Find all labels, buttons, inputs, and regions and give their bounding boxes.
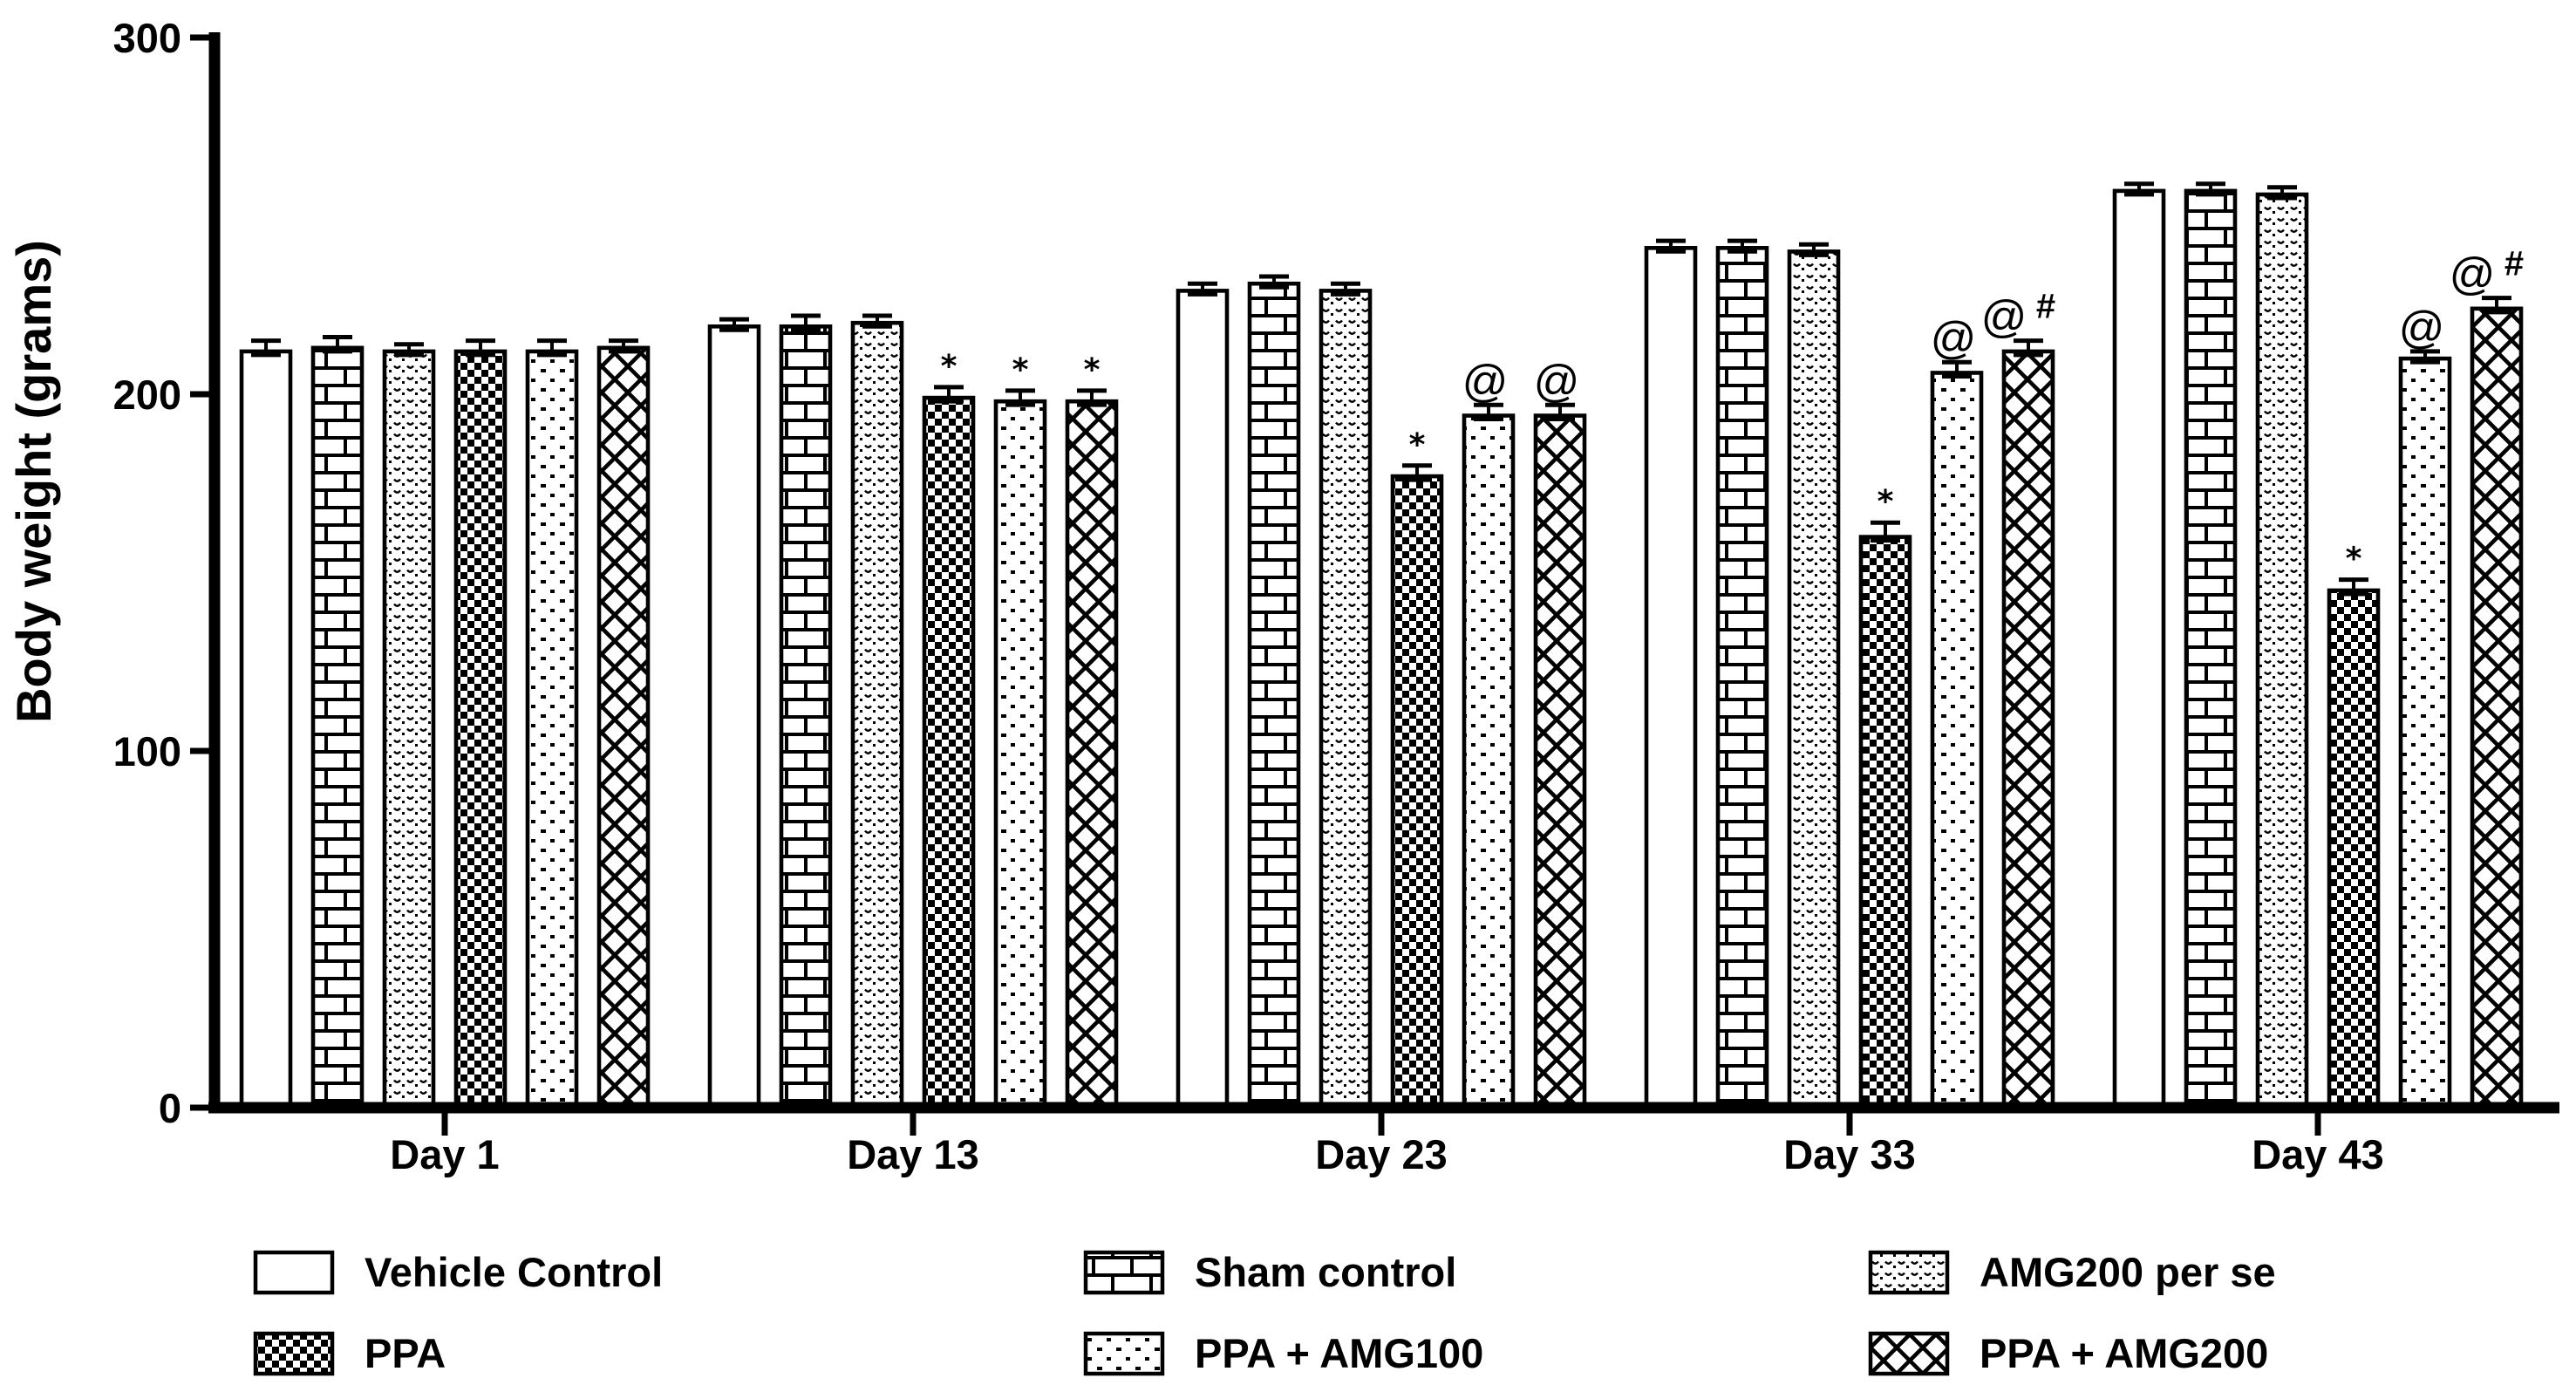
significance-hash: # [2504,245,2524,283]
bar-Vehicle Control-Day 33 [1644,238,1698,1110]
y-tick-label: 200 [113,372,181,418]
bar-Sham control-Day 43 [2184,181,2238,1110]
bar-PPA + AMG200-Day 13: * [1065,352,1119,1110]
x-tick-label: Day 1 [390,1131,499,1177]
x-tick-label: Day 23 [1315,1131,1448,1177]
legend-item-AMG200 per se: AMG200 per se [1868,1249,2276,1295]
bar-PPA + AMG200-Day 43: @ # [2450,245,2524,1110]
y-tick-label: 0 [159,1085,181,1131]
bar-PPA + AMG200-Day 1 [596,338,651,1110]
legend-label: PPA + AMG100 [1195,1330,1483,1376]
significance-star: * [2346,542,2362,577]
bars-layer: * * **@ @*@ @ #*@@ # [239,181,2524,1110]
bar-Vehicle Control-Day 23 [1176,281,1230,1110]
bar-PPA + AMG200-Day 23: @ [1534,356,1587,1110]
legend-item-PPA + AMG200: PPA + AMG200 [1868,1330,2268,1376]
bar-PPA + AMG100-Day 23: @ [1462,356,1516,1110]
legend-swatch-plain-white [253,1250,335,1295]
bar-AMG200 per se-Day 23 [1319,281,1373,1110]
legend-swatch-diagonal-crosshatch [1868,1331,1950,1376]
x-tick-label: Day 13 [847,1131,979,1177]
bar-PPA-Day 23: * [1390,427,1444,1110]
legend-label: PPA [365,1330,446,1376]
legend-label: Vehicle Control [365,1249,663,1295]
legend-item-Sham control: Sham control [1083,1249,1456,1295]
bar-Vehicle Control-Day 43 [2112,181,2166,1110]
legend-item-Vehicle Control: Vehicle Control [253,1249,663,1295]
bar-PPA + AMG200-Day 33: @ # [1981,288,2055,1110]
bar-Sham control-Day 33 [1715,238,1769,1110]
significance-at: @ [1462,356,1509,406]
legend-item-PPA + AMG100: PPA + AMG100 [1083,1330,1483,1376]
significance-hash: # [2036,288,2055,326]
bar-Sham control-Day 13 [779,313,833,1110]
significance-at: @ [1931,313,1977,364]
y-axis-title: Body weight (grams) [6,240,61,723]
bar-PPA + AMG100-Day 13: * [993,352,1047,1110]
significance-at: @ [1981,292,2027,343]
legend-label: AMG200 per se [1980,1249,2276,1295]
legend-item-PPA: PPA [253,1330,446,1376]
x-tick-label: Day 43 [2252,1131,2384,1177]
y-tick-label: 300 [113,15,181,61]
legend: Vehicle Control PPA Sham control PPA + AMG1… [253,1249,2276,1376]
significance-star: * [1877,484,1894,520]
bar-PPA-Day 1 [453,338,508,1110]
significance-star: * [1012,352,1029,388]
legend-label: PPA + AMG200 [1980,1330,2268,1376]
axes-layer: 0 100 200 300 Day 1 Day 13 Day 23 Day 33 Day 43 [113,15,2559,1177]
bar-PPA-Day 33: * [1858,484,1912,1110]
legend-swatch-brick [1083,1250,1165,1295]
bar-PPA + AMG100-Day 1 [525,338,579,1110]
legend-swatch-scale-dots [1868,1250,1950,1295]
significance-at: @ [1534,356,1580,406]
legend-swatch-sparse-dots [1083,1331,1165,1376]
significance-at: @ [2399,303,2445,353]
bar-Sham control-Day 1 [310,335,365,1110]
bar-AMG200 per se-Day 13 [850,313,904,1110]
bar-Vehicle Control-Day 1 [239,338,293,1110]
significance-star: * [941,349,957,385]
bar-PPA-Day 13: * [922,349,976,1110]
bar-PPA-Day 43: * [2327,542,2381,1110]
bar-Vehicle Control-Day 13 [707,317,761,1110]
y-tick-label: 100 [113,728,181,774]
legend-label: Sham control [1195,1249,1456,1295]
significance-at: @ [2450,249,2496,300]
x-tick-label: Day 33 [1783,1131,1916,1177]
legend-swatch-checkerboard [253,1331,335,1376]
bar-PPA + AMG100-Day 33: @ [1931,313,1984,1110]
bar-Sham control-Day 23 [1247,274,1301,1110]
bar-AMG200 per se-Day 1 [382,342,436,1110]
bar-AMG200 per se-Day 33 [1787,242,1841,1110]
significance-star: * [1409,427,1426,463]
bar-PPA + AMG100-Day 43: @ [2399,303,2452,1110]
bar-AMG200 per se-Day 43 [2255,185,2309,1110]
significance-star: * [1084,352,1101,388]
